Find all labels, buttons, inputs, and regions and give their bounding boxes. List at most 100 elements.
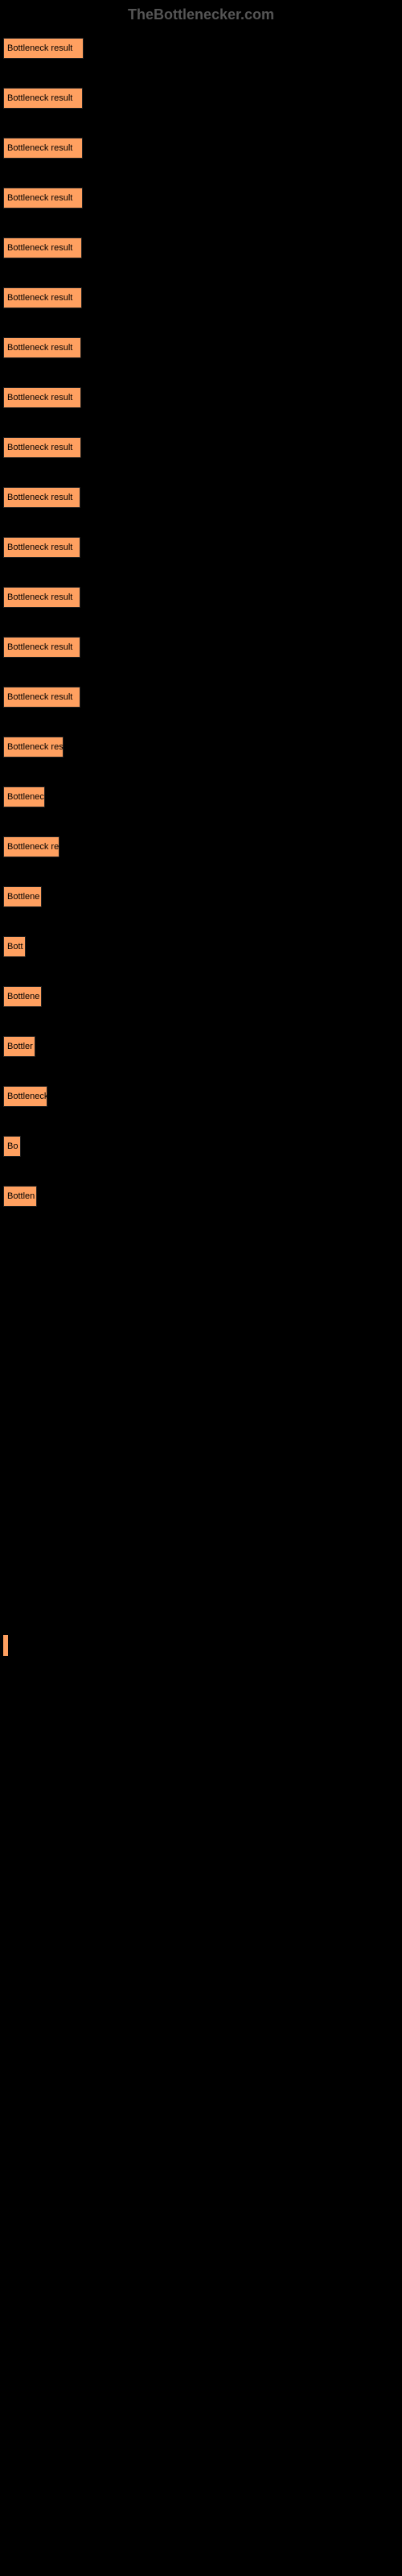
bar: Bottleneck re <box>3 836 59 857</box>
bar-row <box>0 1435 402 1456</box>
bar <box>3 2334 6 2355</box>
bar-label: Bottleneck result <box>7 293 72 303</box>
bar: Bottlene <box>3 986 42 1007</box>
bar-label: Bottleneck result <box>7 43 72 53</box>
bar: Bottleneck result <box>3 687 80 708</box>
bar-row: Bottleneck result <box>0 587 402 608</box>
bar: Bottleneck result <box>3 337 81 358</box>
bar: Bottleneck result <box>3 487 80 508</box>
bar <box>3 1984 6 2005</box>
bar-row <box>0 1585 402 1606</box>
bar-row <box>0 2334 402 2355</box>
bar-row <box>0 1984 402 2005</box>
bar-label: Bottleneck result <box>7 243 72 253</box>
watermark-text: TheBottlenecker.com <box>0 0 402 30</box>
bar <box>3 2384 6 2405</box>
bar <box>3 1485 6 1506</box>
bar <box>3 1385 6 1406</box>
bar-label: Bottleneck result <box>7 543 72 552</box>
bar: Bottleneck result <box>3 537 80 558</box>
bar: Bo <box>3 1136 21 1157</box>
bar <box>3 1685 6 1706</box>
bar-label: Bottlen <box>7 1191 35 1201</box>
bar-label: Bottleneck result <box>7 343 72 353</box>
bar-row: Bottleneck result <box>0 437 402 458</box>
bar-row: Bottleneck result <box>0 337 402 358</box>
bar-row <box>0 2434 402 2454</box>
bar-row: Bottleneck result <box>0 687 402 708</box>
bar: Bottleneck <box>3 1086 47 1107</box>
bar <box>3 1435 6 1456</box>
bar-row <box>0 2284 402 2305</box>
bar-row: Bottleneck result <box>0 387 402 408</box>
bar-label: Bottleneck re <box>7 842 59 852</box>
bar-row: Bo <box>0 1136 402 1157</box>
bar-row: Bottleneck result <box>0 88 402 109</box>
bar-label: Bottleneck result <box>7 93 72 103</box>
bar-row: Bottler <box>0 1036 402 1057</box>
bar-row <box>0 2034 402 2055</box>
bar-row: Bottleneck result <box>0 287 402 308</box>
bar: Bottleneck result <box>3 587 80 608</box>
bar-label: Bottleneck result <box>7 642 72 652</box>
bar-row: Bottlen <box>0 1186 402 1207</box>
bar <box>3 2084 6 2105</box>
bar <box>3 2134 6 2155</box>
bar-chart: Bottleneck result Bottleneck result Bottle… <box>0 30 402 2541</box>
bar-label: Bottlene <box>7 892 39 902</box>
bar-label: Bottlene <box>7 992 39 1001</box>
bar: Bott <box>3 936 26 957</box>
bar-row <box>0 1335 402 1356</box>
bar-row <box>0 1785 402 1806</box>
bar <box>3 1335 6 1356</box>
bar-label: Bottleneck result <box>7 592 72 602</box>
bar-label: Bottleneck result <box>7 193 72 203</box>
bar-row <box>0 1535 402 1556</box>
bar: Bottleneck result <box>3 188 83 208</box>
bar-row <box>0 1934 402 1955</box>
bar-row <box>0 2483 402 2504</box>
bar <box>3 2434 6 2454</box>
bar: Bottleneck result <box>3 138 83 159</box>
bar-row: Bottleneck result <box>0 637 402 658</box>
bar-row <box>0 2234 402 2255</box>
bar-row: Bottleneck <box>0 1086 402 1107</box>
bar-label: Bottleneck result <box>7 493 72 502</box>
bar-row: Bottleneck result <box>0 188 402 208</box>
bar-row <box>0 1286 402 1307</box>
bar: Bottler <box>3 1036 35 1057</box>
bar-row: Bottlene <box>0 986 402 1007</box>
bar <box>3 1236 6 1257</box>
bar-row: Bottleneck result <box>0 487 402 508</box>
bar-row <box>0 1385 402 1406</box>
bar: Bottleneck result <box>3 237 82 258</box>
bar <box>3 1535 6 1556</box>
bar-row: Bottleneck result <box>0 38 402 59</box>
bar-label: Bottler <box>7 1042 33 1051</box>
bar <box>3 1585 6 1606</box>
bar <box>3 1885 6 1905</box>
bar: Bottleneck result <box>3 437 81 458</box>
bar-label: Bottleneck <box>7 1092 48 1101</box>
bar <box>3 1785 6 1806</box>
bar-row <box>0 2384 402 2405</box>
bar-label: Bottleneck result <box>7 692 72 702</box>
bar: Bottleneck result <box>3 38 84 59</box>
bar-row: Bottleneck result <box>0 537 402 558</box>
bar <box>3 2483 6 2504</box>
bar: Bottleneck result <box>3 387 81 408</box>
bar-row <box>0 1885 402 1905</box>
bar <box>3 2284 6 2305</box>
bar-row <box>0 1685 402 1706</box>
bar-row: Bottleneck re <box>0 836 402 857</box>
bar: Bottlenec <box>3 786 45 807</box>
bar-row <box>0 2134 402 2155</box>
bar-label: Bottleneck result <box>7 443 72 452</box>
bar <box>3 2234 6 2255</box>
bar <box>3 2184 6 2205</box>
bar: Bottleneck res <box>3 737 64 758</box>
bar-row <box>0 1485 402 1506</box>
bar <box>3 1835 6 1856</box>
bar: Bottlen <box>3 1186 37 1207</box>
bar-label: Bottlenec <box>7 792 44 802</box>
